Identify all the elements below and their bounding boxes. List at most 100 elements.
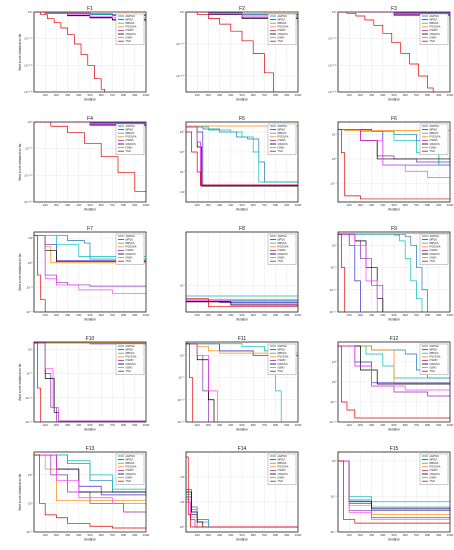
chart-f9: 100 200 300 400 500 600 700 800 900 1000 10⁰ 10⁻⁵ 10…: [329, 226, 454, 322]
x-tick-label: 400: [76, 313, 81, 317]
legend-entry: MPSO: [126, 127, 134, 131]
x-tick-label: 200: [54, 313, 59, 317]
legend-entry: MPSO: [430, 457, 438, 461]
legend-entry: DBSCA: [430, 131, 439, 135]
x-tick-label: 600: [251, 423, 256, 427]
legend-entry: MPSO: [430, 347, 438, 351]
x-axis-label: Iteration: [84, 428, 96, 432]
x-tick-label: 600: [99, 313, 104, 317]
x-tick-label: 800: [273, 533, 278, 537]
x-axis-label: Iteration: [236, 538, 248, 542]
legend-entry: DBSCA: [126, 131, 135, 135]
x-tick-label: 400: [76, 93, 81, 97]
x-axis-label: Iteration: [84, 538, 96, 542]
legend-box: [115, 343, 145, 375]
legend-entry: MPSO: [126, 457, 134, 461]
series-dbsca: [186, 295, 298, 298]
x-tick-label: 1000: [447, 203, 454, 207]
series-iswo: [338, 233, 378, 312]
y-tick-label: 10⁰: [180, 10, 185, 14]
legend-entry: GWOCS: [278, 362, 288, 366]
legend-entry: PSOGSA: [278, 465, 289, 469]
y-tick-label: 10⁰: [180, 525, 185, 529]
legend-box: [267, 233, 297, 265]
legend-box: [115, 123, 145, 155]
x-tick-label: 600: [251, 203, 256, 207]
legend-entry: ISWO: [278, 255, 285, 259]
legend-entry: MPSO: [278, 17, 286, 21]
legend-entry: GWOCS: [278, 142, 288, 146]
chart-title: F8: [239, 226, 245, 232]
x-tick-label: 1000: [447, 313, 454, 317]
legend-box: [267, 453, 297, 485]
x-axis-label: Iteration: [236, 318, 248, 322]
legend-entry: TSO: [430, 149, 435, 153]
x-tick-label: 900: [436, 533, 441, 537]
legend-entry: CSWO: [430, 28, 438, 32]
legend-entry: MPSO: [430, 17, 438, 21]
legend-entry: CSWO: [278, 358, 286, 362]
legend-entry: ISWO: [278, 145, 285, 149]
x-tick-label: 300: [369, 423, 374, 427]
x-tick-label: 500: [87, 203, 92, 207]
x-tick-label: 300: [65, 533, 70, 537]
legend-entry: MPSO: [278, 457, 286, 461]
x-tick-label: 900: [284, 203, 289, 207]
legend-entry: GWOCS: [430, 142, 440, 146]
y-tick-label: 10⁻³⁰⁰: [328, 90, 337, 94]
x-tick-label: 800: [425, 313, 430, 317]
chart-f14: 100 200 300 400 500 600 700 800 900 1000 10⁰ 10¹ 10²…: [180, 446, 302, 542]
x-tick-label: 500: [391, 313, 396, 317]
y-tick-label: 10⁻¹⁵: [177, 420, 185, 424]
x-tick-label: 600: [403, 423, 408, 427]
x-tick-label: 1000: [295, 203, 302, 207]
x-tick-label: 600: [99, 93, 104, 97]
x-tick-label: 100: [195, 423, 200, 427]
legend-entry: TSO: [278, 149, 283, 153]
x-tick-label: 100: [43, 93, 48, 97]
x-tick-label: 200: [54, 423, 59, 427]
x-tick-label: 500: [391, 203, 396, 207]
y-tick-label: 10⁻¹⁰: [329, 288, 337, 292]
legend-entry: PSOGSA: [278, 355, 289, 359]
x-tick-label: 900: [284, 533, 289, 537]
legend-entry: ISWO: [278, 475, 285, 479]
chart-title: F12: [390, 336, 399, 342]
y-tick-label: 10⁰: [180, 353, 185, 357]
legend-box: [419, 343, 449, 375]
y-tick-label: 10⁸: [180, 130, 185, 134]
x-tick-label: 700: [110, 313, 115, 317]
legend-box: [419, 123, 449, 155]
x-tick-label: 1000: [295, 533, 302, 537]
series-iswo: [338, 345, 450, 392]
series-iswo: [338, 460, 450, 522]
legend-entry: MPSO: [126, 17, 134, 21]
legend-entry: PSOGSA: [126, 465, 137, 469]
x-tick-label: 100: [347, 533, 352, 537]
legend-entry: DBSCA: [278, 241, 287, 245]
x-tick-label: 500: [239, 203, 244, 207]
series-agpso: [338, 233, 428, 312]
y-tick-label: 10⁻⁴: [330, 182, 337, 186]
series-tso: [34, 454, 146, 530]
x-tick-label: 300: [369, 533, 374, 537]
x-tick-label: 1000: [143, 93, 150, 97]
x-tick-label: 400: [380, 533, 385, 537]
x-tick-label: 200: [206, 93, 211, 97]
legend-box: [267, 343, 297, 375]
x-tick-label: 800: [121, 203, 126, 207]
x-tick-label: 500: [239, 313, 244, 317]
y-tick-label: 10⁻¹⁰⁰: [24, 37, 33, 41]
legend-entry: MPSO: [430, 127, 438, 131]
y-tick-label: 10⁴: [332, 132, 337, 136]
chart-f12: 100 200 300 400 500 600 700 800 900 1000 10⁵ 10⁰ 10⁻…: [329, 336, 453, 432]
x-tick-label: 800: [273, 423, 278, 427]
legend-entry: DBSCA: [126, 241, 135, 245]
legend-box: [267, 13, 297, 45]
legend-entry: TSO: [126, 479, 131, 483]
x-tick-label: 300: [369, 313, 374, 317]
x-tick-label: 200: [358, 93, 363, 97]
y-tick-label: 10⁰: [28, 501, 33, 505]
chart-title: F15: [390, 446, 399, 452]
